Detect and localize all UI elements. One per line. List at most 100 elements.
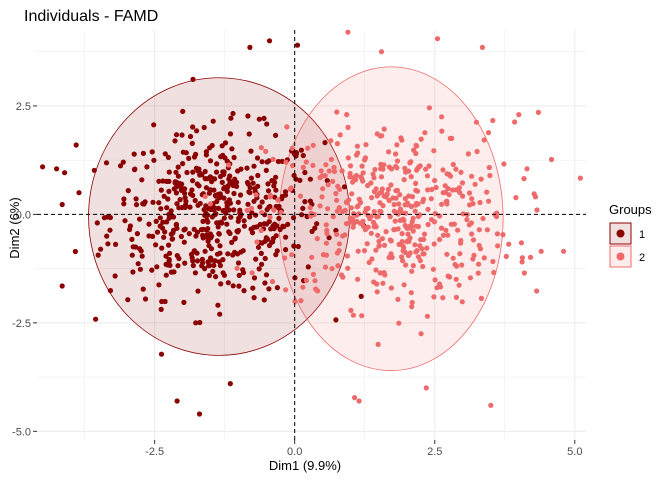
data-point-group-1 xyxy=(266,242,273,249)
data-point-group-2 xyxy=(460,211,466,217)
data-point-group-2 xyxy=(386,197,392,204)
data-point-group-1 xyxy=(193,151,199,157)
data-point-group-1 xyxy=(182,190,188,196)
data-point-group-2 xyxy=(410,263,416,269)
data-point-group-2 xyxy=(445,232,451,238)
data-point-group-1 xyxy=(253,256,259,262)
data-point-group-1 xyxy=(120,159,126,165)
data-point-group-1 xyxy=(259,261,265,267)
data-point-group-2 xyxy=(476,261,482,267)
data-point-group-2 xyxy=(330,214,336,220)
data-point-group-1 xyxy=(263,272,270,278)
data-point-group-1 xyxy=(274,223,280,229)
data-point-group-1 xyxy=(186,155,192,161)
data-point-group-1 xyxy=(254,155,261,161)
data-point-group-1 xyxy=(266,286,272,292)
data-point-group-2 xyxy=(284,124,290,130)
data-point-group-2 xyxy=(360,218,366,224)
reference-lines xyxy=(37,30,586,440)
data-point-group-2 xyxy=(400,258,406,264)
data-point-group-2 xyxy=(413,180,419,186)
data-point-group-2 xyxy=(432,277,438,283)
data-point-group-1 xyxy=(227,131,234,137)
data-point-group-1 xyxy=(169,236,176,242)
data-point-group-2 xyxy=(457,189,463,196)
data-point-group-2 xyxy=(314,236,320,242)
data-point-group-1 xyxy=(247,214,253,220)
data-point-group-2 xyxy=(303,159,309,165)
data-point-group-1 xyxy=(294,42,301,48)
data-point-group-2 xyxy=(310,271,316,277)
data-point-group-1 xyxy=(186,231,192,237)
data-point-group-1 xyxy=(283,247,289,253)
data-point-group-2 xyxy=(474,148,480,155)
x-tick-label: 2.5 xyxy=(427,446,442,458)
data-point-group-2 xyxy=(248,205,255,211)
data-point-group-2 xyxy=(432,177,438,184)
data-point-group-2 xyxy=(372,166,378,173)
data-point-group-1 xyxy=(125,297,131,303)
data-point-group-2 xyxy=(394,165,400,171)
data-point-group-2 xyxy=(282,255,288,261)
data-point-group-2 xyxy=(387,214,393,220)
data-point-group-2 xyxy=(458,237,464,244)
legend-label-group-2: 2 xyxy=(639,252,645,264)
data-point-group-1 xyxy=(221,195,227,201)
data-point-group-2 xyxy=(369,256,375,262)
data-point-group-1 xyxy=(213,169,220,175)
data-point-group-2 xyxy=(348,205,354,211)
data-point-group-1 xyxy=(166,169,172,175)
data-point-group-1 xyxy=(235,218,241,224)
data-point-group-1 xyxy=(251,295,257,301)
data-point-group-2 xyxy=(428,196,434,202)
data-point-group-2 xyxy=(469,173,475,179)
data-point-group-2 xyxy=(481,255,487,261)
data-point-group-2 xyxy=(527,254,534,260)
data-point-group-1 xyxy=(314,221,320,227)
data-point-group-2 xyxy=(330,178,336,184)
data-point-group-2 xyxy=(393,188,399,194)
data-point-group-2 xyxy=(375,213,381,219)
data-point-group-1 xyxy=(333,317,339,323)
data-point-group-1 xyxy=(162,229,168,235)
data-point-group-2 xyxy=(360,170,366,176)
data-point-group-1 xyxy=(256,266,262,272)
data-point-group-1 xyxy=(133,196,139,202)
data-point-group-1 xyxy=(162,298,168,305)
y-tick-label: -5.0 xyxy=(12,426,31,438)
data-point-group-2 xyxy=(422,130,428,136)
data-point-group-1 xyxy=(181,239,187,245)
data-point-group-1 xyxy=(341,184,348,190)
data-point-group-2 xyxy=(338,272,345,278)
data-point-group-2 xyxy=(469,196,475,202)
data-point-group-1 xyxy=(134,231,140,237)
data-point-group-1 xyxy=(232,236,238,242)
data-point-group-2 xyxy=(468,220,474,226)
data-point-group-2 xyxy=(472,181,478,187)
data-point-group-2 xyxy=(362,157,368,163)
data-point-group-1 xyxy=(263,194,269,200)
data-point-group-2 xyxy=(500,232,506,238)
data-point-group-1 xyxy=(144,164,150,170)
data-point-group-1 xyxy=(105,241,111,247)
data-point-group-1 xyxy=(298,147,304,153)
data-point-group-2 xyxy=(400,248,406,254)
data-point-group-1 xyxy=(295,243,301,250)
data-point-group-1 xyxy=(248,226,254,232)
data-point-group-1 xyxy=(137,266,143,272)
data-point-group-2 xyxy=(292,298,298,304)
data-point-group-1 xyxy=(184,169,190,176)
data-point-group-1 xyxy=(59,201,65,208)
data-point-group-1 xyxy=(179,132,185,138)
data-point-group-1 xyxy=(153,242,159,248)
data-point-group-1 xyxy=(210,268,216,274)
data-point-group-2 xyxy=(399,254,405,260)
data-point-group-2 xyxy=(378,174,385,180)
data-point-group-2 xyxy=(418,237,424,243)
data-point-group-2 xyxy=(446,192,452,198)
data-point-group-1 xyxy=(190,169,196,175)
data-point-group-1 xyxy=(225,251,231,257)
data-point-group-1 xyxy=(241,218,247,224)
data-point-group-1 xyxy=(275,158,281,165)
data-point-group-2 xyxy=(267,214,273,220)
